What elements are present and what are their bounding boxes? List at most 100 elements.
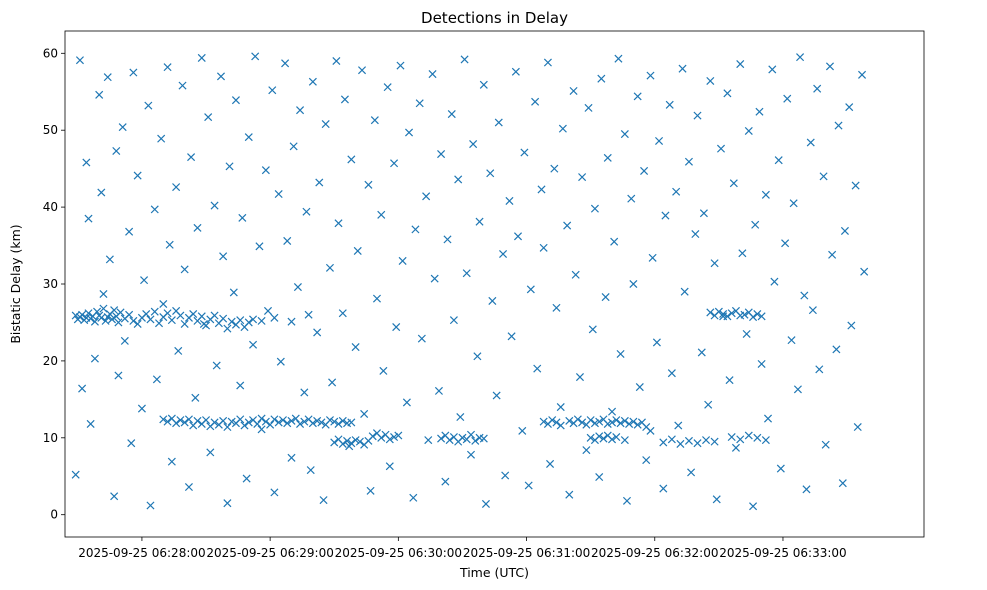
data-point (351, 343, 360, 352)
data-point (586, 416, 595, 425)
data-point (599, 434, 608, 443)
data-point (757, 312, 766, 321)
data-point (163, 63, 172, 72)
data-point (652, 338, 661, 347)
data-point (710, 437, 719, 446)
data-point (565, 416, 574, 425)
data-point (313, 328, 322, 337)
data-point (633, 420, 642, 429)
data-point (229, 288, 238, 297)
data-point (296, 106, 305, 115)
data-point (552, 418, 561, 427)
data-point (287, 317, 296, 326)
data-point (646, 71, 655, 80)
data-point (768, 65, 777, 74)
data-point (443, 235, 452, 244)
data-point (178, 81, 187, 90)
data-point (565, 490, 574, 499)
data-point (392, 323, 401, 332)
data-point (725, 376, 734, 385)
data-point (590, 204, 599, 213)
data-point (659, 484, 668, 493)
data-point (159, 415, 168, 424)
data-point (563, 221, 572, 230)
data-point (293, 283, 302, 292)
data-point (601, 293, 610, 302)
plot-content (71, 52, 869, 511)
data-point (236, 381, 245, 390)
data-point (114, 371, 123, 380)
data-point (655, 136, 664, 145)
data-point (86, 419, 95, 428)
data-point (727, 309, 736, 318)
data-point (719, 309, 728, 319)
data-point (219, 252, 228, 261)
data-point (456, 413, 465, 422)
data-point (753, 433, 762, 442)
data-point (302, 207, 311, 216)
data-point (573, 415, 582, 424)
data-point (266, 420, 275, 429)
data-point (806, 138, 815, 147)
data-point (629, 279, 638, 289)
data-point (360, 409, 369, 418)
data-point (283, 236, 292, 245)
y-tick-label: 20 (43, 354, 58, 368)
data-point (556, 403, 565, 412)
data-point (774, 156, 783, 165)
data-point (325, 263, 334, 272)
data-point (315, 178, 324, 187)
data-point (411, 225, 420, 234)
data-point (661, 211, 670, 220)
data-point (533, 364, 542, 373)
data-point (366, 486, 375, 495)
data-point (251, 52, 260, 61)
data-point (270, 415, 279, 424)
data-point (486, 169, 495, 178)
data-point (263, 306, 273, 315)
x-tick-label: 2025-09-25 06:29:00 (206, 546, 333, 560)
data-point (584, 103, 593, 112)
data-point (684, 436, 693, 445)
data-point (595, 432, 604, 441)
data-point (319, 496, 328, 505)
data-point (789, 199, 798, 208)
data-point (163, 309, 172, 318)
data-point (206, 448, 215, 457)
data-point (738, 249, 747, 258)
data-point (383, 83, 392, 92)
data-point (697, 348, 706, 357)
data-point (133, 319, 142, 329)
data-point (488, 296, 497, 305)
data-point (620, 416, 629, 425)
data-point (616, 419, 625, 428)
data-point (242, 474, 251, 483)
data-point (255, 242, 264, 251)
data-point (240, 421, 249, 430)
data-point (157, 134, 166, 143)
x-tick-label: 2025-09-25 06:31:00 (463, 546, 590, 560)
data-point (552, 303, 561, 312)
data-point (693, 111, 702, 120)
data-point (150, 205, 159, 214)
data-point (834, 121, 843, 130)
y-axis-label: Bistatic Delay (km) (8, 224, 23, 343)
data-point (84, 309, 93, 318)
data-point (129, 316, 138, 325)
data-point (648, 253, 657, 262)
data-point (608, 435, 617, 444)
data-point (193, 223, 202, 232)
data-point (357, 66, 367, 75)
data-point (608, 407, 617, 416)
data-point (321, 120, 330, 129)
data-point (684, 157, 693, 166)
data-point (296, 419, 305, 428)
data-point (287, 416, 296, 425)
data-point (144, 101, 153, 110)
data-point (693, 439, 702, 448)
data-point (796, 53, 805, 62)
x-axis-label: Time (UTC) (459, 565, 529, 580)
data-point (616, 349, 625, 359)
data-point (558, 124, 567, 133)
data-point (313, 416, 322, 425)
